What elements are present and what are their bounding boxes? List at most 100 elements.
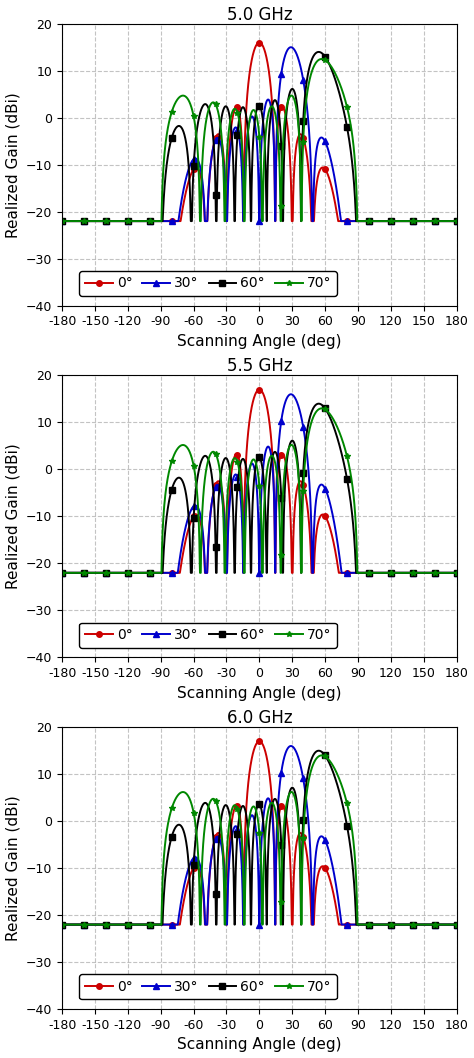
0° — [84, 918, 90, 931]
0° — [364, 215, 370, 227]
0° — [454, 215, 459, 227]
60° — [59, 215, 65, 227]
30° — [59, 215, 65, 227]
Line: 0°: 0° — [59, 387, 459, 576]
70° — [107, 566, 112, 579]
60° — [364, 215, 370, 227]
30° — [59, 566, 65, 579]
Line: 0°: 0° — [59, 738, 459, 928]
30° — [107, 215, 112, 227]
70° — [106, 918, 112, 931]
70° — [59, 566, 65, 579]
0° — [454, 566, 459, 579]
30° — [84, 566, 90, 579]
70° — [319, 402, 325, 415]
60° — [332, 423, 337, 436]
Y-axis label: Realized Gain (dBi): Realized Gain (dBi) — [6, 443, 20, 589]
70° — [454, 918, 459, 931]
Legend: 0°, 30°, 60°, 70°: 0°, 30°, 60°, 70° — [79, 974, 337, 1000]
Line: 70°: 70° — [59, 405, 459, 576]
30° — [288, 740, 294, 752]
30° — [107, 918, 112, 931]
Title: 6.0 GHz: 6.0 GHz — [227, 709, 292, 727]
70° — [106, 566, 112, 579]
0° — [106, 918, 112, 931]
0° — [256, 735, 262, 748]
Line: 70°: 70° — [59, 56, 459, 224]
0° — [59, 918, 65, 931]
30° — [332, 871, 337, 883]
Y-axis label: Realized Gain (dBi): Realized Gain (dBi) — [6, 796, 20, 941]
30° — [182, 876, 188, 889]
30° — [288, 388, 294, 401]
0° — [107, 566, 112, 579]
60° — [106, 918, 112, 931]
30° — [107, 566, 112, 579]
Title: 5.0 GHz: 5.0 GHz — [227, 5, 292, 23]
0° — [332, 195, 337, 207]
30° — [332, 519, 337, 532]
60° — [364, 918, 370, 931]
70° — [319, 53, 325, 66]
Line: 70°: 70° — [59, 752, 459, 928]
60° — [59, 566, 65, 579]
30° — [106, 215, 112, 227]
X-axis label: Scanning Angle (deg): Scanning Angle (deg) — [177, 686, 342, 700]
0° — [84, 566, 90, 579]
30° — [288, 41, 294, 54]
0° — [106, 215, 112, 227]
0° — [182, 537, 188, 550]
70° — [454, 215, 459, 227]
70° — [107, 215, 112, 227]
0° — [256, 383, 262, 396]
X-axis label: Scanning Angle (deg): Scanning Angle (deg) — [177, 1038, 342, 1053]
60° — [316, 45, 321, 58]
70° — [84, 215, 90, 227]
Line: 60°: 60° — [59, 49, 459, 224]
70° — [332, 416, 337, 428]
60° — [364, 566, 370, 579]
Legend: 0°, 30°, 60°, 70°: 0°, 30°, 60°, 70° — [79, 271, 337, 296]
70° — [107, 918, 112, 931]
60° — [84, 215, 90, 227]
X-axis label: Scanning Angle (deg): Scanning Angle (deg) — [177, 334, 342, 349]
0° — [182, 890, 188, 902]
Line: 0°: 0° — [59, 40, 459, 224]
30° — [364, 918, 370, 931]
70° — [319, 749, 325, 762]
30° — [454, 918, 459, 931]
0° — [59, 215, 65, 227]
60° — [107, 215, 112, 227]
30° — [106, 918, 112, 931]
30° — [84, 215, 90, 227]
0° — [364, 918, 370, 931]
30° — [59, 918, 65, 931]
70° — [332, 67, 337, 79]
30° — [106, 566, 112, 579]
0° — [182, 190, 188, 203]
60° — [454, 566, 459, 579]
0° — [106, 566, 112, 579]
60° — [182, 130, 188, 143]
0° — [59, 566, 65, 579]
60° — [332, 72, 337, 85]
70° — [84, 918, 90, 931]
60° — [332, 770, 337, 783]
70° — [364, 918, 370, 931]
0° — [364, 566, 370, 579]
70° — [106, 215, 112, 227]
70° — [182, 90, 188, 103]
Line: 30°: 30° — [59, 44, 459, 224]
30° — [182, 178, 188, 190]
0° — [332, 894, 337, 907]
Legend: 0°, 30°, 60°, 70°: 0°, 30°, 60°, 70° — [79, 622, 337, 647]
70° — [364, 215, 370, 227]
0° — [454, 918, 459, 931]
70° — [182, 439, 188, 452]
0° — [84, 215, 90, 227]
70° — [182, 786, 188, 799]
70° — [332, 763, 337, 776]
Title: 5.5 GHz: 5.5 GHz — [227, 358, 292, 376]
30° — [332, 172, 337, 185]
60° — [316, 398, 321, 411]
